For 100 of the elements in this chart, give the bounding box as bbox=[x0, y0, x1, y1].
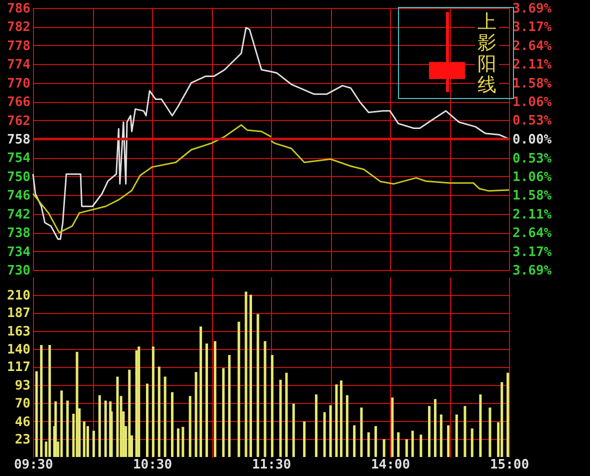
x-tick-label: 15:00 bbox=[490, 458, 530, 472]
y-tick-label: 730 bbox=[7, 264, 31, 278]
bar bbox=[455, 414, 458, 457]
bar bbox=[158, 366, 160, 457]
bar bbox=[54, 401, 57, 457]
bar bbox=[279, 380, 282, 457]
x-tick-label: 10:30 bbox=[132, 458, 172, 472]
bar bbox=[329, 405, 332, 457]
bar bbox=[391, 398, 394, 457]
bar bbox=[60, 390, 63, 457]
y-tick-label: 187 bbox=[7, 306, 30, 322]
bar bbox=[214, 341, 216, 457]
bar bbox=[228, 355, 231, 457]
x-tick-label: 11:30 bbox=[252, 458, 292, 472]
bar bbox=[264, 341, 266, 457]
text: 2.11% bbox=[512, 58, 552, 73]
bar bbox=[182, 426, 184, 457]
bar bbox=[194, 372, 198, 457]
text: 0.53% bbox=[512, 151, 552, 166]
y-tick-label: 770 bbox=[7, 76, 31, 92]
bar bbox=[138, 346, 140, 457]
bar bbox=[116, 376, 119, 457]
text: 3.69% bbox=[512, 2, 552, 16]
y-tick-label: 746 bbox=[7, 188, 31, 204]
bar bbox=[238, 322, 240, 457]
bar bbox=[303, 421, 306, 457]
bar bbox=[479, 394, 482, 457]
y-tick-label: 782 bbox=[7, 20, 30, 36]
y-tick-label: 117 bbox=[7, 360, 30, 376]
bar bbox=[35, 371, 38, 457]
y-tick-label: 758 bbox=[7, 132, 31, 148]
bar bbox=[323, 412, 326, 457]
bar bbox=[270, 355, 274, 457]
bar bbox=[434, 399, 436, 457]
bar bbox=[440, 414, 442, 457]
y-tick-label: 778 bbox=[7, 38, 31, 54]
bar bbox=[420, 434, 422, 457]
text: 2.64% bbox=[512, 226, 552, 242]
text: 1.58% bbox=[512, 76, 552, 92]
text: 3.17% bbox=[512, 245, 552, 260]
bar bbox=[40, 344, 43, 457]
bar bbox=[152, 346, 154, 457]
text: 0.53% bbox=[512, 114, 552, 129]
bar bbox=[500, 382, 504, 457]
bar bbox=[335, 384, 338, 457]
bar bbox=[346, 395, 348, 457]
y-tick-label: 750 bbox=[7, 170, 31, 185]
bar bbox=[506, 372, 510, 457]
y-tick-label: 774 bbox=[7, 58, 31, 73]
bar bbox=[382, 439, 386, 457]
y-tick-label: 93 bbox=[14, 378, 30, 394]
bar bbox=[200, 326, 202, 457]
bar bbox=[256, 314, 260, 457]
bar bbox=[488, 408, 492, 457]
bar bbox=[146, 384, 148, 457]
text: 1.06% bbox=[512, 94, 552, 110]
bar bbox=[92, 430, 95, 457]
bar bbox=[314, 394, 318, 457]
bar bbox=[98, 395, 101, 457]
text: 1.06% bbox=[512, 170, 552, 186]
text: 3.17% bbox=[512, 20, 552, 35]
bar bbox=[176, 428, 180, 457]
text: 0.00% bbox=[512, 132, 552, 148]
bar bbox=[170, 392, 174, 457]
bar bbox=[164, 376, 166, 457]
y-tick-label: 46 bbox=[14, 414, 31, 430]
bar bbox=[128, 370, 131, 457]
y-tick-label: 140 bbox=[7, 342, 31, 358]
y-tick-label: 70 bbox=[14, 396, 31, 412]
bar bbox=[411, 430, 414, 457]
y-tick-label: 766 bbox=[7, 95, 31, 110]
bar bbox=[250, 294, 252, 457]
y-tick-label: 738 bbox=[7, 226, 31, 242]
text: 2.64% bbox=[512, 38, 552, 54]
bar bbox=[285, 372, 288, 457]
bar bbox=[82, 421, 86, 457]
bar bbox=[104, 400, 107, 457]
text: 1.58% bbox=[512, 188, 552, 204]
x-tick-label: 14:00 bbox=[370, 458, 410, 472]
bar bbox=[205, 343, 208, 457]
bar bbox=[340, 380, 342, 457]
bar bbox=[292, 404, 295, 457]
bar bbox=[360, 408, 363, 457]
bar bbox=[66, 400, 69, 457]
bar bbox=[353, 425, 356, 457]
y-tick-label: 762 bbox=[7, 114, 30, 129]
bar bbox=[447, 425, 450, 457]
bar bbox=[48, 344, 51, 457]
bar bbox=[244, 292, 248, 457]
bar bbox=[470, 428, 474, 457]
bar bbox=[222, 368, 225, 457]
bar bbox=[374, 426, 377, 457]
x-tick-label: 09:30 bbox=[14, 458, 54, 472]
bar bbox=[405, 439, 408, 457]
bar bbox=[428, 406, 431, 457]
y-tick-label: 734 bbox=[7, 244, 31, 260]
y-tick-label: 786 bbox=[7, 2, 31, 16]
y-tick-label: 163 bbox=[7, 324, 30, 340]
bar bbox=[367, 432, 370, 457]
bar bbox=[464, 406, 466, 457]
